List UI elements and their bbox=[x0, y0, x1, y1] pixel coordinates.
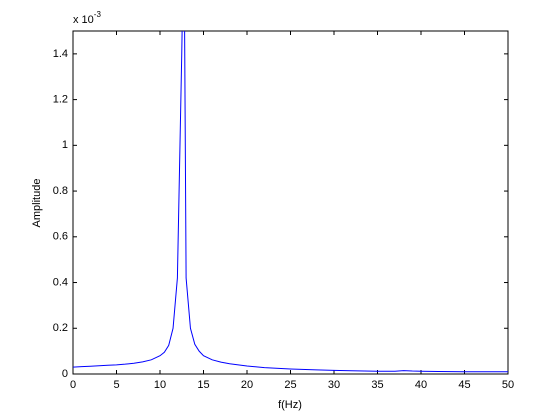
y-tick-label: 0.8 bbox=[53, 185, 68, 197]
x-tick-label: 40 bbox=[415, 379, 427, 391]
x-tick-label: 5 bbox=[113, 379, 119, 391]
x-tick-label: 0 bbox=[70, 379, 76, 391]
x-tick-label: 25 bbox=[284, 379, 296, 391]
y-axis-label: Amplitude bbox=[31, 179, 43, 228]
y-tick-label: 0.6 bbox=[53, 231, 68, 243]
x-tick-label: 50 bbox=[502, 379, 514, 391]
x-tick-label: 20 bbox=[241, 379, 253, 391]
y-tick-label: 0 bbox=[62, 368, 68, 380]
y-tick-label: 1.2 bbox=[53, 94, 68, 106]
x-tick-label: 45 bbox=[458, 379, 470, 391]
x-axis-label: f(Hz) bbox=[278, 399, 302, 411]
multiplier-base: x 10 bbox=[73, 14, 94, 26]
multiplier-exponent: -3 bbox=[94, 10, 102, 19]
y-tick-label: 0.2 bbox=[53, 322, 68, 334]
x-tick-label: 30 bbox=[328, 379, 340, 391]
y-tick-label: 1 bbox=[62, 139, 68, 151]
data-line bbox=[73, 31, 508, 373]
y-multiplier: x 10-3 bbox=[73, 10, 101, 26]
plot-box bbox=[72, 30, 509, 375]
x-tick-label: 15 bbox=[197, 379, 209, 391]
x-tick-label: 10 bbox=[154, 379, 166, 391]
y-tick-label: 1.4 bbox=[53, 48, 68, 60]
x-tick-label: 35 bbox=[371, 379, 383, 391]
y-tick-label: 0.4 bbox=[53, 276, 68, 288]
